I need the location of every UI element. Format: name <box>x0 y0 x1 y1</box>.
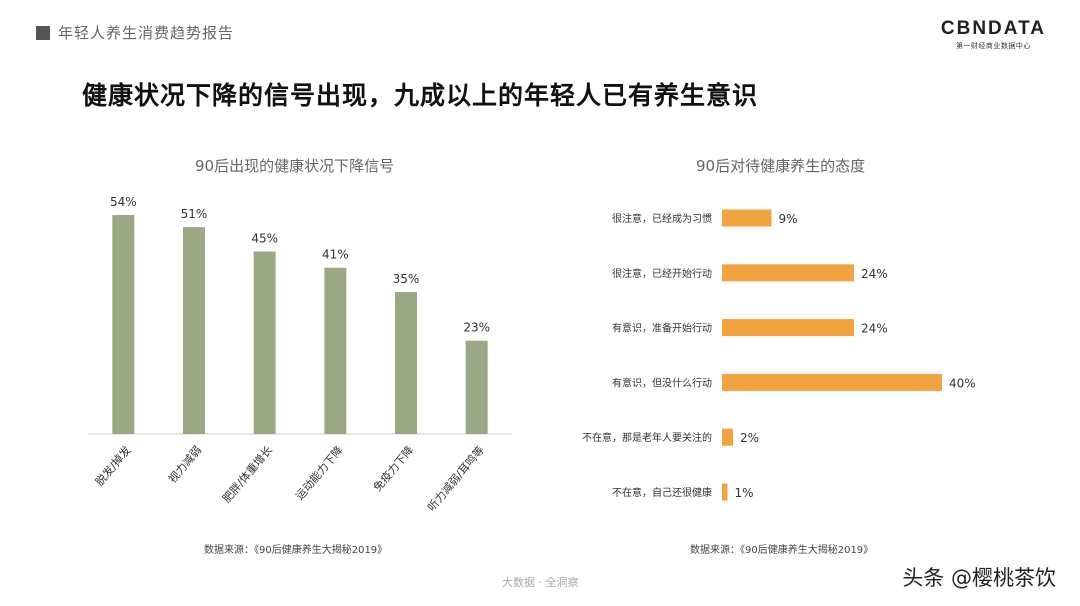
brand-logo: CBNDATA 第一财经商业数据中心 <box>941 18 1046 51</box>
footer-mark: 大数据 · 全洞察 <box>502 576 579 589</box>
right-bar-value-label: 40% <box>949 376 976 390</box>
right-category-label: 很注意，已经成为习惯 <box>612 212 712 225</box>
right-category-label: 很注意，已经开始行动 <box>612 267 712 280</box>
left-bar-value-label: 23% <box>463 321 490 335</box>
right-bar-value-label: 24% <box>861 322 888 336</box>
right-bar-value-label: 9% <box>779 212 798 226</box>
right-category-label: 有意识，准备开始行动 <box>612 322 712 335</box>
left-chart-source: 数据来源：《90后健康养生大揭秘2019》 <box>204 545 388 556</box>
right-chart-title: 90后对待健康养生的态度 <box>696 157 866 175</box>
right-bar-value-label: 24% <box>861 267 888 281</box>
left-bar-value-label: 54% <box>110 195 137 209</box>
logo-subtitle: 第一财经商业数据中心 <box>955 42 1031 50</box>
right-bar <box>722 373 942 391</box>
left-bar-value-label: 41% <box>322 248 349 262</box>
logo-wordmark: CBNDATA <box>940 18 1046 39</box>
right-bar <box>722 319 854 337</box>
left-bar <box>183 227 205 434</box>
page-title: 健康状况下降的信号出现，九成以上的年轻人已有养生意识 <box>82 81 759 110</box>
right-bar-value-label: 1% <box>735 486 754 500</box>
left-bar <box>112 215 135 434</box>
report-section-title: 年轻人养生消费趋势报告 <box>58 24 235 42</box>
left-bar <box>253 251 276 434</box>
right-bar-value-label: 2% <box>740 431 759 445</box>
right-category-label: 不在意，那是老年人要关注的 <box>582 431 712 444</box>
right-bar <box>722 209 772 227</box>
right-hbar-chart: 9% 很注意，已经成为习惯 24% 很注意，已经开始行动 24% 有意识，准备开始行动 40… <box>582 209 976 501</box>
watermark: 头条 @樱桃茶饮 <box>902 566 1056 590</box>
right-bar <box>722 483 728 501</box>
left-bar-chart: 54%脱发/掉发51%视力减弱45%肥胖/体重增长41%运动能力下降35%免疫力… <box>88 195 512 514</box>
left-bar <box>395 292 417 434</box>
right-bar <box>722 428 733 446</box>
left-bar <box>324 267 347 434</box>
right-category-label: 有意识，但没什么行动 <box>612 376 712 389</box>
left-bar-value-label: 51% <box>181 207 208 221</box>
right-chart-source: 数据来源：《90后健康养生大揭秘2019》 <box>690 545 874 556</box>
left-bar-value-label: 35% <box>393 272 420 286</box>
left-bar <box>465 340 488 434</box>
section-square-icon <box>36 25 50 40</box>
right-category-label: 不在意，自己还很健康 <box>612 486 712 499</box>
right-bar <box>722 264 854 282</box>
report-header: 年轻人养生消费趋势报告 <box>36 22 234 43</box>
left-bar-value-label: 45% <box>251 232 278 246</box>
left-chart-title: 90后出现的健康状况下降信号 <box>195 157 395 175</box>
